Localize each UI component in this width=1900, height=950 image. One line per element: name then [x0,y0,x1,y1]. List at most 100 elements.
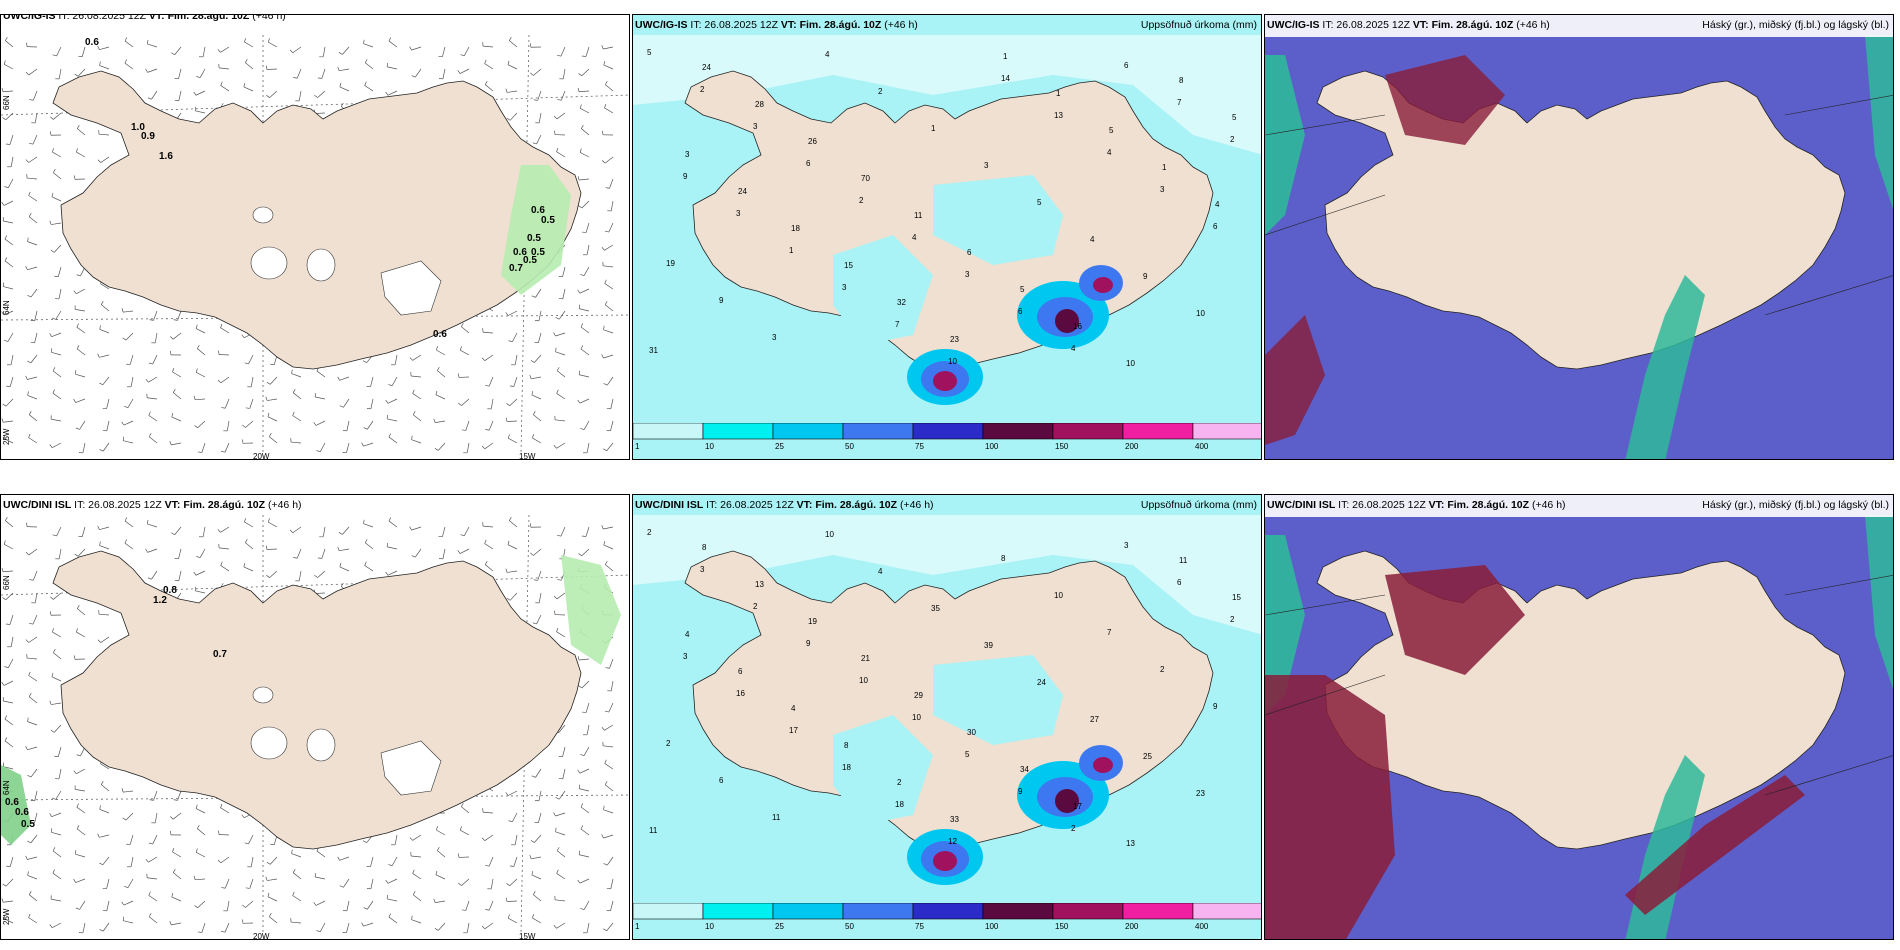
wind-barb-tick [75,148,78,153]
wind-barb-tick [505,897,508,902]
wind-barb [488,900,494,911]
precip-value-label: 4 [791,704,796,713]
wind-barb [490,398,494,409]
wind-barb [58,288,62,299]
wind-barb-tick [555,827,557,832]
wind-barb [218,354,230,356]
wind-barb [3,570,14,573]
wind-barb [583,900,590,910]
wind-barb [27,395,38,400]
wind-barb-tick [580,908,585,911]
wind-barb-tick [25,551,30,556]
wind-barb-tick [266,861,271,865]
wind-barb [30,834,38,844]
wind-barb [512,332,518,343]
wind-barb-tick [505,88,508,93]
wind-barb [34,790,38,801]
wind-barb [172,812,182,820]
precip-value-label: 13 [755,580,764,589]
panel-header: UWC/IG-IS IT: 26.08.2025 12Z VT: Fim. 28… [635,19,1257,31]
wind-barb-tick [220,561,223,566]
wind-barb-tick [28,913,31,918]
precip-value-label: 4 [685,630,690,639]
wind-barb-tick [457,373,460,378]
wind-barb [411,375,422,378]
wind-barb-tick [171,52,175,56]
wind-barb [292,895,302,902]
wind-value-label: 0.7 [509,263,523,274]
wind-barb [604,304,614,312]
wind-barb [465,900,470,911]
wind-barb-tick [99,61,101,66]
wind-barb [5,112,14,121]
wind-barb-tick [556,847,560,851]
wind-barb [100,763,110,770]
wind-barb [173,392,182,400]
precip-value-label: 23 [950,335,959,344]
wind-barb-tick [73,398,76,403]
wind-barb-tick [339,405,344,408]
precip-value-label: 9 [1143,272,1148,281]
wind-barb [3,918,14,924]
wind-barb [55,790,62,800]
precip-value-label: 3 [736,209,741,218]
wind-barb-tick [533,890,536,895]
wind-barb-tick [531,390,534,396]
wind-barb-tick [603,61,606,66]
wind-barb-tick [2,883,7,887]
wind-barb [250,856,254,867]
wind-barb [194,878,206,881]
wind-barb-tick [461,802,464,807]
wind-barb [178,90,182,101]
wind-barb-tick [556,367,560,371]
precip-value-label: 16 [1073,322,1082,331]
wind-barb-tick [170,830,172,835]
wind-barb-tick [148,433,152,437]
wind-barb-tick [149,319,154,321]
wind-barb-tick [148,411,151,416]
wind-barb [219,547,230,550]
colorbar-tick: 75 [915,442,924,451]
wind-barb [512,812,518,823]
wind-barb-tick [461,429,466,431]
mid-cloud [1625,275,1705,459]
wind-barb [51,676,62,682]
wind-barb [123,420,134,426]
wind-barb [268,41,278,48]
wind-barb [319,442,326,452]
wind-barb-tick [1,418,4,423]
wind-barb-tick [507,60,510,65]
wind-barb-tick [580,825,584,830]
colorbar-swatch [1122,903,1194,920]
wind-barb [75,309,86,312]
green-patch [501,165,571,295]
precip-value-label: 2 [1230,615,1235,624]
wind-barb-tick [577,399,581,404]
wind-barb [7,658,14,668]
wind-barb [603,265,614,268]
wind-barb [555,351,566,356]
wind-barb [364,62,374,70]
wind-barb-tick [313,421,317,426]
wind-barb-tick [531,295,536,298]
wind-barb [513,856,518,867]
wind-barb-tick [49,333,52,337]
wind-barb [124,520,134,528]
wind-barb [147,548,158,553]
wind-barb-tick [100,781,104,785]
wind-barb [387,570,398,576]
wind-barb-tick [50,249,55,253]
wind-barb [513,376,518,387]
panel-precip-row2: UWC/DINI ISL IT: 26.08.2025 12Z VT: Fim.… [632,494,1262,940]
wind-barb [124,62,134,70]
wind-barb-tick [75,628,78,633]
wind-barb-tick [553,925,557,929]
wind-barb [370,856,374,867]
wind-barb [579,178,590,181]
wind-barb-tick [582,231,587,233]
precip-value-label: 1 [1056,89,1061,98]
wind-barb-tick [577,769,581,774]
wind-barb-tick [245,538,248,543]
precip-value-label: 34 [1020,765,1029,774]
colorbar-tick: 50 [845,922,854,931]
